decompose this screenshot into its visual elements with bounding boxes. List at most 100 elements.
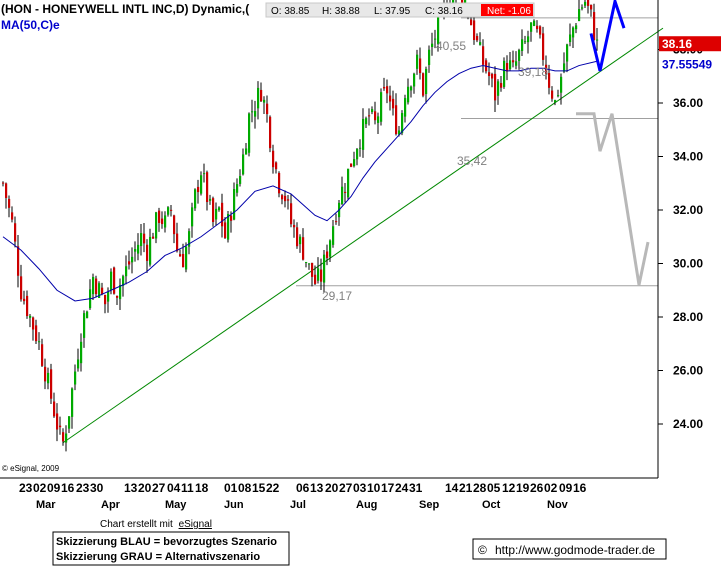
candle-body [563, 63, 566, 72]
candle-body [533, 20, 536, 26]
candle-body [461, 0, 464, 4]
x-day-label: 31 [409, 481, 423, 495]
candle-body [74, 371, 77, 385]
ohlc-low: L: 37.95 [374, 6, 411, 17]
x-axis: 23 02 09 16 23 30 13 20 27 04 11 18 01 08 15 22 06 13 20 27… [19, 481, 587, 511]
candle-body [392, 98, 395, 109]
candle-body [578, 9, 581, 22]
candle-body [404, 98, 407, 117]
x-day-label: 17 [381, 481, 395, 495]
x-month-label: Aug [356, 499, 377, 511]
x-day-label: 22 [266, 481, 280, 495]
candle-body [590, 4, 593, 10]
candle-body [86, 311, 89, 319]
candle-body [215, 208, 218, 220]
x-day-label: 23 [19, 481, 33, 495]
candle-body [41, 344, 44, 366]
x-day-label: 14 [445, 481, 459, 495]
candle-body [593, 12, 596, 41]
candle-body [152, 236, 155, 239]
candle-body [389, 95, 392, 102]
y-axis: 42.0040.0038.0036.0034.0032.0030.0028.00… [658, 0, 703, 431]
candle-body [251, 111, 254, 113]
candle-body [107, 291, 110, 302]
candle-body [224, 222, 227, 238]
y-tick-label: 28.00 [673, 310, 703, 324]
candle-body [500, 83, 503, 88]
candle-body [104, 294, 107, 305]
level-label-39-18: 39,18 [518, 65, 548, 79]
candle-body [554, 100, 557, 103]
ohlc-close: C: 38.16 [425, 6, 463, 17]
candle-body [257, 87, 260, 109]
candle-body [416, 54, 419, 69]
candle-body [203, 173, 206, 175]
candle-body [113, 267, 116, 294]
candle-body [11, 212, 14, 220]
candle-body [218, 207, 221, 211]
candle-body [83, 313, 86, 338]
x-day-label: 03 [353, 481, 367, 495]
candle-body [155, 212, 158, 239]
candle-body [407, 86, 410, 103]
x-day-label: 09 [47, 481, 61, 495]
candle-body [35, 325, 38, 342]
candle-body [164, 215, 167, 228]
credit-link[interactable]: eSignal [179, 519, 212, 530]
candle-body [581, 7, 584, 9]
candle-body [134, 249, 137, 252]
candle-body [299, 236, 302, 245]
price-flags: 38.16 37.55549 [659, 36, 721, 72]
x-month-label: Mar [36, 499, 56, 511]
candle-body [140, 233, 143, 247]
candle-body [233, 189, 236, 220]
candlesticks [2, 0, 599, 452]
x-day-label: 12 [502, 481, 516, 495]
candle-body [194, 189, 197, 209]
footer-url[interactable]: http://www.godmode-trader.de [495, 543, 655, 557]
candle-body [518, 49, 521, 61]
x-day-label: 21 [459, 481, 473, 495]
candle-body [281, 195, 284, 200]
candle-body [98, 283, 101, 298]
candle-body [14, 223, 17, 242]
candle-body [401, 113, 404, 134]
price-flag-box [659, 36, 721, 52]
candle-body [365, 118, 368, 125]
candle-body [524, 41, 527, 43]
candle-body [17, 246, 20, 276]
candle-body [119, 285, 122, 300]
ohlc-box: O: 38.85 H: 38.88 L: 37.95 C: 38.16 Net:… [265, 2, 535, 18]
gray-sketch-path [576, 112, 650, 286]
y-tick-label: 34.00 [673, 150, 703, 164]
x-month-label: Jun [224, 499, 244, 511]
candle-body [317, 268, 320, 281]
candle-body [332, 226, 335, 245]
price-flag-label: 38.16 [662, 37, 692, 51]
x-day-label: 13 [310, 481, 324, 495]
candle-body [254, 111, 257, 117]
candle-body [47, 372, 50, 384]
candle-body [482, 46, 485, 65]
candle-body [242, 154, 245, 175]
x-month-label: Apr [101, 499, 121, 511]
candle-body [128, 261, 131, 265]
candle-body [221, 202, 224, 227]
candle-body [59, 425, 62, 428]
candle-body [542, 33, 545, 60]
y-tick-label: 36.00 [673, 96, 703, 110]
credit-text: Chart erstellt mit eSignal [100, 519, 212, 530]
x-month-label: Oct [482, 499, 501, 511]
credit-prefix: Chart erstellt mit [100, 519, 173, 530]
candle-body [560, 76, 563, 93]
candle-body [248, 113, 251, 153]
y-tick-label: 32.00 [673, 203, 703, 217]
indicator-label: MA(50,C)e [1, 18, 60, 32]
candle-body [56, 413, 59, 430]
candle-body [65, 433, 68, 443]
price-flag-label: 37.55549 [662, 57, 712, 71]
x-month-label: May [165, 499, 187, 511]
candle-body [425, 68, 428, 95]
candle-body [422, 73, 425, 96]
